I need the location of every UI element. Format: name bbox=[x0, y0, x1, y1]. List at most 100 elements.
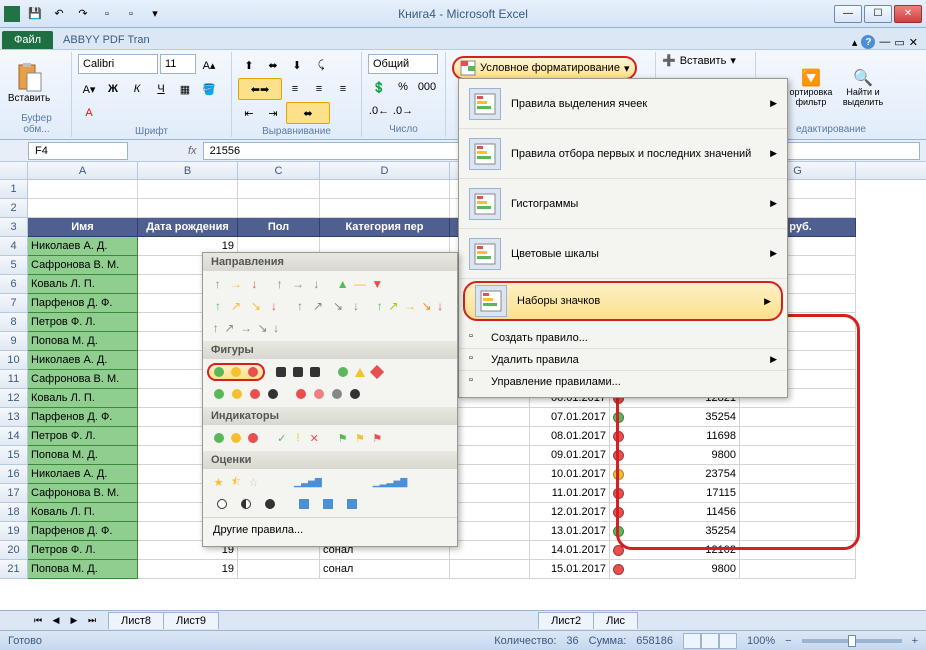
cell-r16-c6[interactable]: 23754 bbox=[610, 465, 740, 484]
sheet-next-button[interactable]: ▶ bbox=[66, 613, 82, 629]
column-header-D[interactable]: D bbox=[320, 162, 450, 179]
cell-r2-c0[interactable] bbox=[28, 199, 138, 218]
iconset-3-flags[interactable]: ⚑⚑⚑ bbox=[331, 429, 389, 447]
row-header-20[interactable]: 20 bbox=[0, 541, 28, 560]
cell-r10-c0[interactable]: Николаев А. Д. bbox=[28, 351, 138, 370]
row-header-3[interactable]: 3 bbox=[0, 218, 28, 237]
cell-r5-c0[interactable]: Сафронова В. М. bbox=[28, 256, 138, 275]
cf-menu-item-3[interactable]: Цветовые шкалы▶ bbox=[459, 229, 787, 279]
indent-dec-button[interactable]: ⇤ bbox=[238, 102, 260, 124]
iconset-5-boxes[interactable] bbox=[289, 495, 367, 513]
cell-r21-c5[interactable]: 15.01.2017 bbox=[530, 560, 610, 579]
sheet-prev-button[interactable]: ◀ bbox=[48, 613, 64, 629]
cell-r21-c6[interactable]: 9800 bbox=[610, 560, 740, 579]
iconset-3-signs[interactable] bbox=[331, 363, 389, 381]
cell-r17-c5[interactable]: 11.01.2017 bbox=[530, 484, 610, 503]
select-all-corner[interactable] bbox=[0, 162, 28, 179]
iconset-4-ratings-bars[interactable]: ▁▃▅▇ bbox=[269, 473, 347, 491]
cell-r16-c0[interactable]: Николаев А. Д. bbox=[28, 465, 138, 484]
cell-r16-c7[interactable] bbox=[740, 465, 856, 484]
merge-button[interactable]: ⬌ bbox=[286, 102, 330, 124]
undo-button[interactable]: ↶ bbox=[48, 3, 70, 25]
iconset-3-lights-rimmed[interactable] bbox=[269, 363, 327, 381]
align-left-button[interactable]: ≡ bbox=[284, 78, 306, 100]
cell-r2-c1[interactable] bbox=[138, 199, 238, 218]
row-header-18[interactable]: 18 bbox=[0, 503, 28, 522]
cell-r21-c2[interactable] bbox=[238, 560, 320, 579]
cell-r21-c4[interactable] bbox=[450, 560, 530, 579]
row-header-10[interactable]: 10 bbox=[0, 351, 28, 370]
cf-menu-bottom-0[interactable]: ▫Создать правило... bbox=[459, 327, 787, 349]
save-button[interactable]: 💾 bbox=[24, 3, 46, 25]
cell-r21-c0[interactable]: Попова М. Д. bbox=[28, 560, 138, 579]
cell-r7-c0[interactable]: Парфенов Д. Ф. bbox=[28, 294, 138, 313]
cf-menu-bottom-1[interactable]: ▫Удалить правила▶ bbox=[459, 349, 787, 371]
cell-r20-c5[interactable]: 14.01.2017 bbox=[530, 541, 610, 560]
number-format-select[interactable] bbox=[368, 54, 438, 74]
cell-r6-c0[interactable]: Коваль Л. П. bbox=[28, 275, 138, 294]
iconset-5-quarters[interactable] bbox=[207, 495, 285, 513]
cell-r18-c0[interactable]: Коваль Л. П. bbox=[28, 503, 138, 522]
cell-r20-c7[interactable] bbox=[740, 541, 856, 560]
italic-button[interactable]: К bbox=[126, 78, 148, 100]
cell-r21-c1[interactable]: 19 bbox=[138, 560, 238, 579]
cf-menu-bottom-2[interactable]: ▫Управление правилами... bbox=[459, 371, 787, 393]
cell-r1-c0[interactable] bbox=[28, 180, 138, 199]
cell-r19-c7[interactable] bbox=[740, 522, 856, 541]
cell-r13-c5[interactable]: 07.01.2017 bbox=[530, 408, 610, 427]
normal-view-button[interactable] bbox=[683, 633, 701, 649]
row-header-14[interactable]: 14 bbox=[0, 427, 28, 446]
column-header-B[interactable]: B bbox=[138, 162, 238, 179]
help-icon[interactable]: ? bbox=[861, 35, 875, 49]
cell-r19-c0[interactable]: Парфенов Д. Ф. bbox=[28, 522, 138, 541]
shrink-font-button[interactable]: A▾ bbox=[78, 78, 100, 100]
ribbon-tab-10[interactable]: ABBYY PDF Tran bbox=[55, 31, 158, 49]
cell-r15-c5[interactable]: 09.01.2017 bbox=[530, 446, 610, 465]
cell-r13-c4[interactable] bbox=[450, 408, 530, 427]
iconset-4arrows-colored[interactable]: ↑↗↘↓ bbox=[207, 297, 285, 315]
wrap-text-button[interactable]: ⬅➡ bbox=[238, 78, 282, 100]
row-header-4[interactable]: 4 bbox=[0, 237, 28, 256]
row-header-12[interactable]: 12 bbox=[0, 389, 28, 408]
close-button[interactable]: ✕ bbox=[894, 5, 922, 23]
sheet-tab-Лис[interactable]: Лис bbox=[593, 612, 638, 629]
iconset-5-ratings-bars[interactable]: ▁▂▃▅▇ bbox=[351, 473, 429, 491]
cf-menu-item-2[interactable]: Гистограммы▶ bbox=[459, 179, 787, 229]
iconset-3-symbols-circled[interactable] bbox=[207, 429, 265, 447]
inc-decimal-button[interactable]: .0← bbox=[368, 100, 390, 122]
qat-btn-4[interactable]: ▫ bbox=[96, 3, 118, 25]
cell-r1-c2[interactable] bbox=[238, 180, 320, 199]
cf-menu-item-1[interactable]: Правила отбора первых и последних значен… bbox=[459, 129, 787, 179]
insert-cells-button[interactable]: ➕ Вставить▾ bbox=[662, 54, 736, 67]
cell-r13-c7[interactable] bbox=[740, 408, 856, 427]
cell-r17-c4[interactable] bbox=[450, 484, 530, 503]
iconset-3triangles[interactable]: ▲—▼ bbox=[331, 275, 389, 293]
cell-r8-c0[interactable]: Петров Ф. Л. bbox=[28, 313, 138, 332]
conditional-formatting-button[interactable]: Условное форматирование ▾ bbox=[452, 56, 637, 80]
iconset-3-symbols[interactable]: ✓!✕ bbox=[269, 429, 327, 447]
grow-font-button[interactable]: A▴ bbox=[198, 54, 220, 76]
cell-r20-c4[interactable] bbox=[450, 541, 530, 560]
cell-r14-c5[interactable]: 08.01.2017 bbox=[530, 427, 610, 446]
cf-menu-item-0[interactable]: Правила выделения ячеек▶ bbox=[459, 79, 787, 129]
cell-r15-c4[interactable] bbox=[450, 446, 530, 465]
row-header-17[interactable]: 17 bbox=[0, 484, 28, 503]
row-header-9[interactable]: 9 bbox=[0, 332, 28, 351]
page-layout-view-button[interactable] bbox=[701, 633, 719, 649]
cell-r18-c4[interactable] bbox=[450, 503, 530, 522]
cell-r2-c3[interactable] bbox=[320, 199, 450, 218]
cell-r19-c5[interactable]: 13.01.2017 bbox=[530, 522, 610, 541]
maximize-button[interactable]: ☐ bbox=[864, 5, 892, 23]
iconset-3-traffic-lights[interactable] bbox=[207, 363, 265, 381]
iconset-5arrows-gray[interactable]: ↑↗→↘↓ bbox=[207, 319, 285, 337]
row-header-15[interactable]: 15 bbox=[0, 446, 28, 465]
cell-r19-c6[interactable]: 35254 bbox=[610, 522, 740, 541]
cell-r14-c6[interactable]: 11698 bbox=[610, 427, 740, 446]
font-name-select[interactable] bbox=[78, 54, 158, 74]
iconset-3-stars[interactable]: ★⯪☆ bbox=[207, 473, 265, 491]
cell-r20-c6[interactable]: 12102 bbox=[610, 541, 740, 560]
percent-button[interactable]: % bbox=[392, 76, 414, 98]
doc-close-icon[interactable]: ✕ bbox=[909, 36, 918, 49]
fill-color-button[interactable]: 🪣 bbox=[198, 78, 220, 100]
cell-r9-c0[interactable]: Попова М. Д. bbox=[28, 332, 138, 351]
